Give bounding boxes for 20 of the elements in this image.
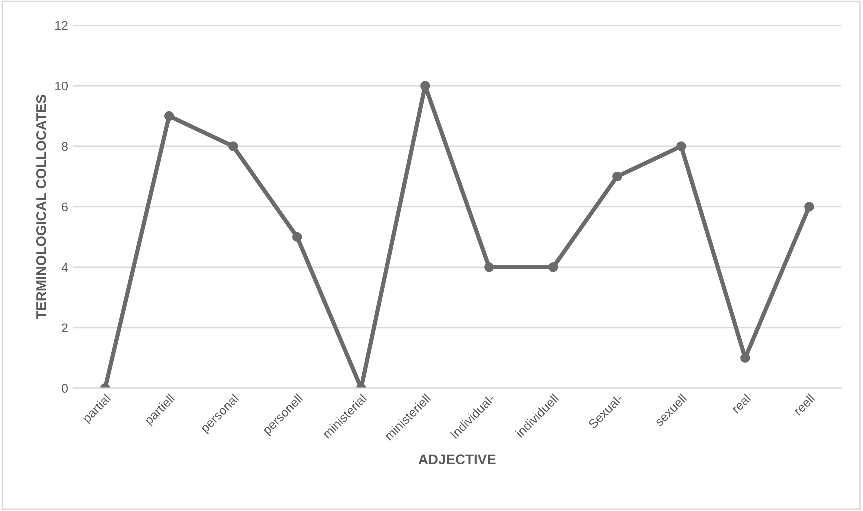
x-axis-title: ADJECTIVE	[418, 454, 496, 465]
y-tick-label: 4	[62, 263, 68, 272]
point	[548, 262, 558, 272]
y-axis-title: TERMINOLOGICAL COLLOCATES	[36, 95, 46, 320]
point	[740, 353, 750, 363]
y-tick-label: 12	[56, 21, 68, 30]
point	[484, 262, 494, 272]
y-tick-label: 0	[62, 384, 68, 394]
point	[292, 232, 302, 242]
y-tick-label: 8	[62, 142, 68, 152]
point	[228, 142, 238, 152]
point	[612, 172, 622, 182]
x-tick-label: real	[731, 394, 752, 414]
point	[420, 81, 430, 91]
y-tick-label: 6	[62, 202, 68, 212]
y-tick-label: 10	[56, 82, 68, 91]
y-tick-label: 2	[62, 324, 68, 332]
point	[164, 111, 174, 122]
point	[676, 142, 686, 152]
point	[804, 202, 814, 212]
